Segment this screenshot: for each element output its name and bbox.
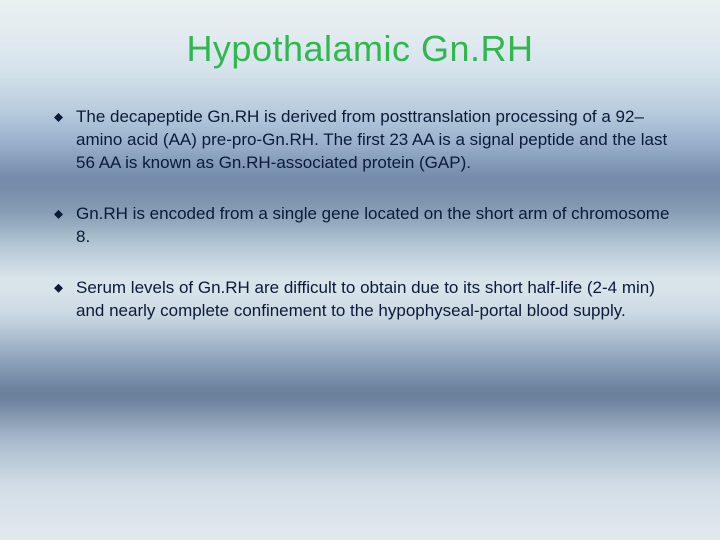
bullet-item: The decapeptide Gn.RH is derived from po… [48,106,672,175]
bullet-list: The decapeptide Gn.RH is derived from po… [48,106,672,323]
bullet-item: Gn.RH is encoded from a single gene loca… [48,203,672,249]
slide-content: Hypothalamic Gn.RH The decapeptide Gn.RH… [0,0,720,540]
slide-title: Hypothalamic Gn.RH [48,28,672,70]
bullet-item: Serum levels of Gn.RH are difficult to o… [48,277,672,323]
